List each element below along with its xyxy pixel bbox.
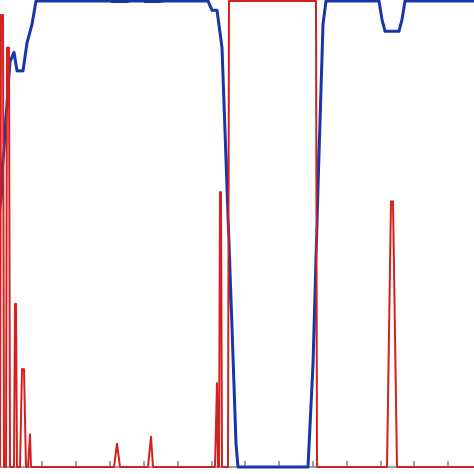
series-lines	[0, 0, 474, 469]
blue-series-line	[0, 0, 474, 469]
line-chart	[0, 0, 474, 469]
red-series-line	[0, 0, 474, 468]
